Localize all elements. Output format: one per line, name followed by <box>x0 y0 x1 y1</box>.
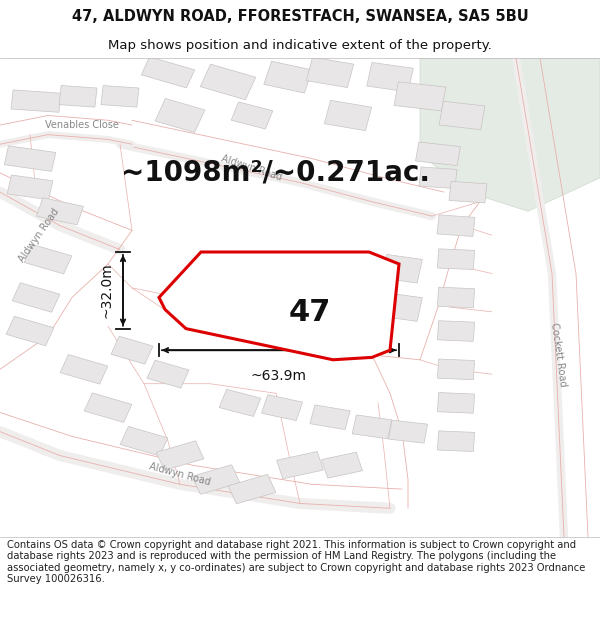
Polygon shape <box>322 452 362 478</box>
Polygon shape <box>310 405 350 429</box>
Text: 47, ALDWYN ROAD, FFORESTFACH, SWANSEA, SA5 5BU: 47, ALDWYN ROAD, FFORESTFACH, SWANSEA, S… <box>71 9 529 24</box>
Polygon shape <box>192 465 240 494</box>
Polygon shape <box>264 61 312 93</box>
Polygon shape <box>60 354 108 384</box>
Polygon shape <box>59 86 97 107</box>
Polygon shape <box>111 336 153 364</box>
Polygon shape <box>200 64 256 100</box>
Text: Aldwyn Road: Aldwyn Road <box>220 154 284 182</box>
Text: ~63.9m: ~63.9m <box>251 369 307 383</box>
Polygon shape <box>325 254 371 284</box>
Polygon shape <box>142 57 194 88</box>
Text: Aldwyn Road: Aldwyn Road <box>17 206 61 264</box>
Polygon shape <box>352 415 392 439</box>
Polygon shape <box>84 393 132 422</box>
Polygon shape <box>155 99 205 132</box>
Polygon shape <box>159 252 399 360</box>
Polygon shape <box>325 100 371 131</box>
Text: Venables Close: Venables Close <box>45 120 119 130</box>
Polygon shape <box>277 451 323 479</box>
Polygon shape <box>120 426 168 456</box>
Polygon shape <box>231 102 273 129</box>
Polygon shape <box>24 244 72 274</box>
Polygon shape <box>449 181 487 203</box>
Polygon shape <box>262 395 302 421</box>
Polygon shape <box>147 360 189 388</box>
Polygon shape <box>12 282 60 312</box>
Polygon shape <box>437 431 475 451</box>
Polygon shape <box>419 167 457 189</box>
Polygon shape <box>420 58 600 211</box>
Polygon shape <box>437 215 475 236</box>
Polygon shape <box>437 321 475 341</box>
Polygon shape <box>437 359 475 379</box>
Text: Cockett Road: Cockett Road <box>548 322 568 388</box>
Polygon shape <box>382 292 422 321</box>
Polygon shape <box>156 441 204 470</box>
Polygon shape <box>228 474 276 504</box>
Polygon shape <box>437 287 475 308</box>
Polygon shape <box>367 62 413 92</box>
Polygon shape <box>101 86 139 107</box>
Polygon shape <box>11 90 61 112</box>
Polygon shape <box>439 101 485 129</box>
Polygon shape <box>437 392 475 413</box>
Polygon shape <box>416 142 460 166</box>
Polygon shape <box>325 292 371 322</box>
Polygon shape <box>4 146 56 171</box>
Polygon shape <box>437 249 475 269</box>
Text: ~32.0m: ~32.0m <box>100 262 114 318</box>
Polygon shape <box>219 389 261 416</box>
Text: ~1098m²/~0.271ac.: ~1098m²/~0.271ac. <box>121 159 431 187</box>
Polygon shape <box>389 420 427 443</box>
Polygon shape <box>382 254 422 283</box>
Polygon shape <box>394 82 446 111</box>
Text: Map shows position and indicative extent of the property.: Map shows position and indicative extent… <box>108 39 492 52</box>
Polygon shape <box>6 316 54 346</box>
Polygon shape <box>37 198 83 225</box>
Text: Contains OS data © Crown copyright and database right 2021. This information is : Contains OS data © Crown copyright and d… <box>7 539 586 584</box>
Polygon shape <box>7 175 53 199</box>
Text: Aldwyn Road: Aldwyn Road <box>148 462 212 488</box>
Text: 47: 47 <box>289 298 331 327</box>
Polygon shape <box>307 57 353 88</box>
